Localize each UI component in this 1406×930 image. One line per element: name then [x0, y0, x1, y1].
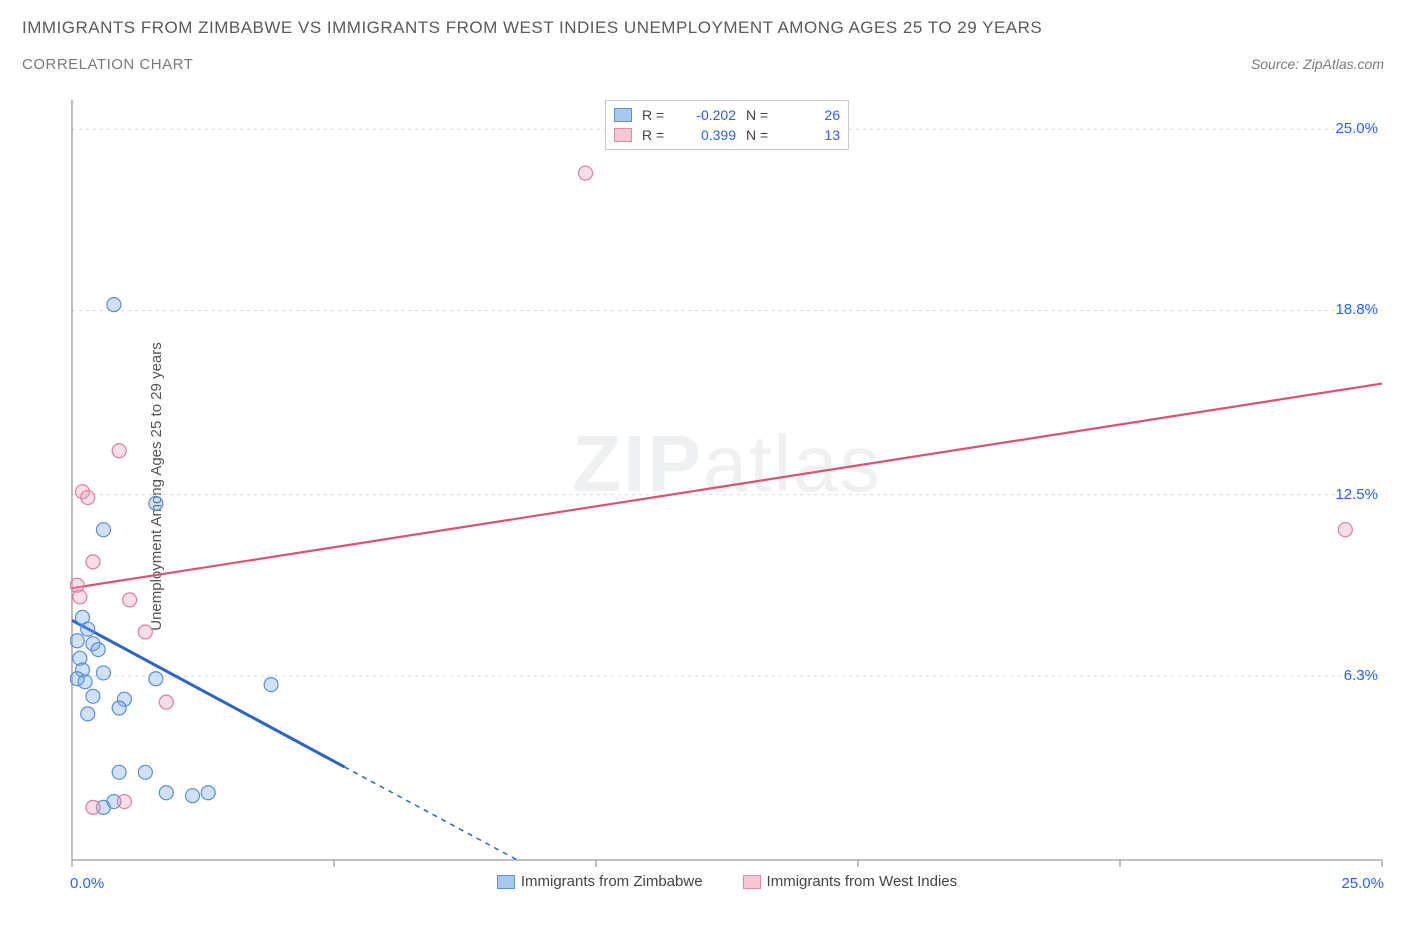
- series-label-westindies: Immigrants from West Indies: [767, 873, 958, 890]
- series-swatch-westindies: [743, 875, 761, 889]
- scatter-svg: [70, 98, 1384, 888]
- correlation-legend: R = -0.202 N = 26 R = 0.399 N = 13: [605, 100, 849, 150]
- correlation-legend-row-1: R = 0.399 N = 13: [614, 125, 840, 145]
- series-swatch-zimbabwe: [497, 875, 515, 889]
- x-axis-max-label: 25.0%: [1341, 875, 1384, 892]
- r-label: R =: [642, 125, 670, 145]
- n-label: N =: [746, 125, 774, 145]
- n-value-zimbabwe: 26: [784, 105, 840, 125]
- n-label: N =: [746, 105, 774, 125]
- source-attribution: Source: ZipAtlas.com: [1251, 56, 1384, 72]
- r-value-westindies: 0.399: [680, 125, 736, 145]
- y-tick-label: 12.5%: [1335, 486, 1378, 503]
- series-label-zimbabwe: Immigrants from Zimbabwe: [521, 873, 703, 890]
- y-tick-label: 25.0%: [1335, 120, 1378, 137]
- r-value-zimbabwe: -0.202: [680, 105, 736, 125]
- legend-swatch-westindies: [614, 128, 632, 142]
- n-value-westindies: 13: [784, 125, 840, 145]
- chart-header: IMMIGRANTS FROM ZIMBABWE VS IMMIGRANTS F…: [0, 0, 1406, 73]
- legend-swatch-zimbabwe: [614, 108, 632, 122]
- correlation-legend-row-0: R = -0.202 N = 26: [614, 105, 840, 125]
- x-axis-min-label: 0.0%: [70, 875, 104, 892]
- chart-subtitle: CORRELATION CHART: [22, 56, 193, 73]
- r-label: R =: [642, 105, 670, 125]
- series-legend: Immigrants from Zimbabwe Immigrants from…: [70, 873, 1384, 890]
- series-legend-item-westindies: Immigrants from West Indies: [743, 873, 958, 890]
- y-tick-label: 18.8%: [1335, 301, 1378, 318]
- subtitle-row: CORRELATION CHART Source: ZipAtlas.com: [22, 56, 1384, 73]
- series-legend-item-zimbabwe: Immigrants from Zimbabwe: [497, 873, 703, 890]
- y-tick-label: 6.3%: [1344, 667, 1378, 684]
- chart-title: IMMIGRANTS FROM ZIMBABWE VS IMMIGRANTS F…: [22, 18, 1384, 38]
- chart-area: Unemployment Among Ages 25 to 29 years Z…: [22, 98, 1384, 888]
- plot-region: ZIPatlas R = -0.202 N = 26 R = 0.399 N =…: [70, 98, 1384, 888]
